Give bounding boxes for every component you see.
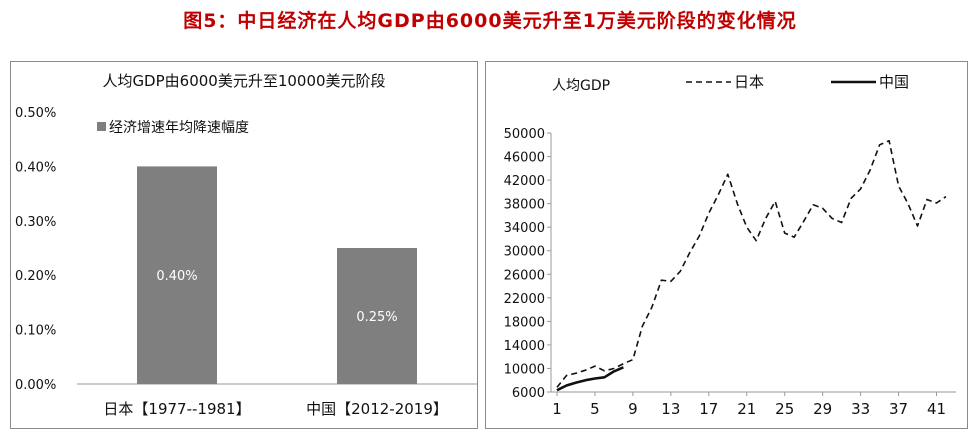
line-x-tick-label: 21 [737,400,756,418]
line-x-tick-label: 41 [927,400,946,418]
line-x-tick-label: 17 [699,400,718,418]
bar-y-tick-label: 0.30% [15,215,56,230]
bar-legend-label: 经济增速年均降速幅度 [109,120,249,136]
line-y-tick-label: 50000 [504,127,545,142]
line-y-tick-label: 46000 [504,151,545,166]
bar [137,166,217,384]
line-x-tick-label: 33 [851,400,870,418]
bar [337,248,417,384]
line-y-tick-label: 22000 [504,292,545,307]
bar-legend-swatch [97,122,106,131]
line-x-tick-label: 25 [775,400,794,418]
bar-y-tick-label: 0.00% [15,378,56,393]
bar-chart-title: 人均GDP由6000美元升至10000美元阶段 [102,72,385,90]
bar-y-tick-label: 0.40% [15,160,56,175]
figure-title: 图5：中日经济在人均GDP由6000美元升至1万美元阶段的变化情况 [183,10,797,32]
line-y-tick-label: 14000 [504,339,545,354]
bar-y-tick-label: 0.50% [15,106,56,121]
line-y-tick-label: 34000 [504,221,545,236]
legend-japan-label: 日本 [734,73,764,91]
line-x-tick-label: 9 [628,400,638,418]
line-x-tick-label: 13 [661,400,680,418]
line-y-tick-label: 10000 [504,362,545,377]
line-x-tick-label: 1 [552,400,562,418]
line-chart-title: 人均GDP [552,78,610,94]
line-y-tick-label: 38000 [504,198,545,213]
line-y-tick-label: 18000 [504,315,545,330]
china-series-line [556,366,624,392]
legend-china-label: 中国 [879,73,909,91]
bar-category-label: 中国【2012-2019】 [306,400,448,418]
line-chart: 人均GDP 日本 中国 6000 10000 14000 18000 22000 2600… [504,73,956,418]
line-x-tick-label: 29 [813,400,832,418]
bar-y-tick-label: 0.20% [15,269,56,284]
bar-data-label: 0.40% [156,269,197,284]
bar-data-label: 0.25% [356,310,397,325]
bar-category-label: 日本【1977--1981】 [103,400,250,418]
line-x-tick-label: 37 [889,400,908,418]
bar-y-tick-label: 0.10% [15,324,56,339]
bar-chart-panel: 人均GDP由6000美元升至10000美元阶段 经济增速年均降速幅度 0.00%… [10,61,478,429]
line-x-tick-label: 5 [590,400,600,418]
line-y-tick-label: 26000 [504,268,545,283]
line-y-tick-label: 42000 [504,174,545,189]
line-y-tick-label: 30000 [504,245,545,260]
line-chart-panel: 人均GDP 日本 中国 6000 10000 14000 18000 22000 2600… [485,61,968,429]
bar-chart: 人均GDP由6000美元升至10000美元阶段 经济增速年均降速幅度 0.00%… [15,72,477,418]
line-y-tick-label: 6000 [512,386,545,401]
japan-series-line [556,139,947,388]
